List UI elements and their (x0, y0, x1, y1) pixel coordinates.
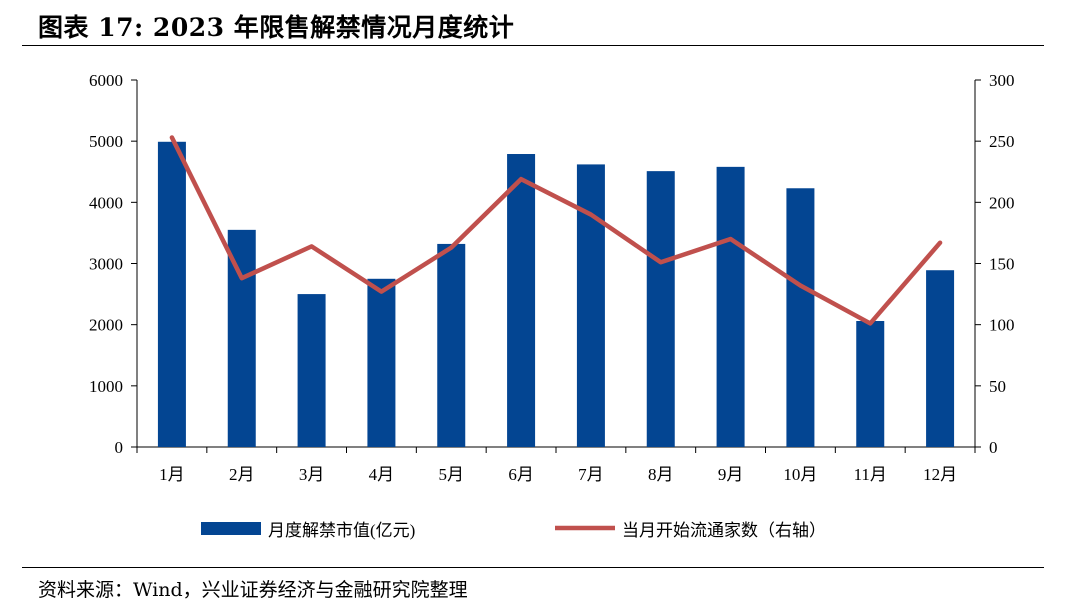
source-note: 资料来源：Wind，兴业证券经济与金融研究院整理 (38, 579, 468, 601)
y-tick-label-right: 50 (989, 377, 1006, 396)
y-tick-label-right: 300 (989, 71, 1015, 90)
x-tick-label: 6月 (508, 465, 534, 484)
x-tick-label: 1月 (159, 465, 185, 484)
bar (576, 164, 605, 447)
y-tick-label-left: 0 (115, 438, 124, 457)
x-tick-label: 7月 (578, 465, 604, 484)
bar (646, 171, 675, 447)
title-rule (22, 45, 1044, 46)
y-tick-label-left: 1000 (89, 377, 123, 396)
x-tick-label: 5月 (439, 465, 465, 484)
series-line (169, 135, 943, 326)
x-tick-label: 11月 (854, 465, 887, 484)
y-tick-label-right: 0 (989, 438, 998, 457)
axes (131, 79, 981, 453)
x-tick-label: 12月 (923, 465, 957, 484)
legend-label-bar: 月度解禁市值(亿元) (268, 521, 415, 540)
x-tick-label: 8月 (648, 465, 674, 484)
bar (227, 229, 256, 447)
y-tick-label-right: 250 (989, 132, 1015, 151)
legend-swatch-bar (201, 522, 261, 535)
x-tick-label: 4月 (369, 465, 395, 484)
y-tick-label-right: 150 (989, 255, 1015, 274)
y-tick-label-left: 5000 (89, 132, 123, 151)
x-tick-label: 9月 (718, 465, 744, 484)
legend-label-line: 当月开始流通家数（右轴） (622, 521, 826, 540)
x-tick-label: 10月 (783, 465, 817, 484)
bar (157, 141, 186, 448)
y-tick-label-left: 6000 (89, 71, 123, 90)
x-tick-label: 3月 (299, 465, 325, 484)
y-tick-label-left: 2000 (89, 316, 123, 335)
bar (367, 278, 396, 447)
y-tick-label-left: 3000 (89, 255, 123, 274)
chart-title: 图表 17: 2023 年限售解禁情况月度统计 (38, 13, 515, 42)
source-rule (22, 567, 1044, 568)
chart: 0 0 1000 50 2000 100 3000 150 4000 200 5000 250 6000… (89, 71, 1015, 540)
x-tick-label: 2月 (229, 465, 255, 484)
bar (926, 270, 955, 447)
bar (786, 188, 815, 447)
line-series (169, 135, 943, 326)
bar (716, 166, 745, 447)
bar (437, 243, 466, 447)
bar (856, 320, 885, 447)
y-tick-label-right: 200 (989, 193, 1015, 212)
bars-series (157, 141, 955, 448)
legend: 月度解禁市值(亿元) 当月开始流通家数（右轴） (201, 521, 826, 540)
y-tick-label-right: 100 (989, 316, 1015, 335)
tick-labels: 0 0 1000 50 2000 100 3000 150 4000 200 5000 250 6000… (89, 71, 1015, 484)
bar (297, 294, 326, 447)
bar (507, 154, 536, 448)
y-tick-label-left: 4000 (89, 193, 123, 212)
